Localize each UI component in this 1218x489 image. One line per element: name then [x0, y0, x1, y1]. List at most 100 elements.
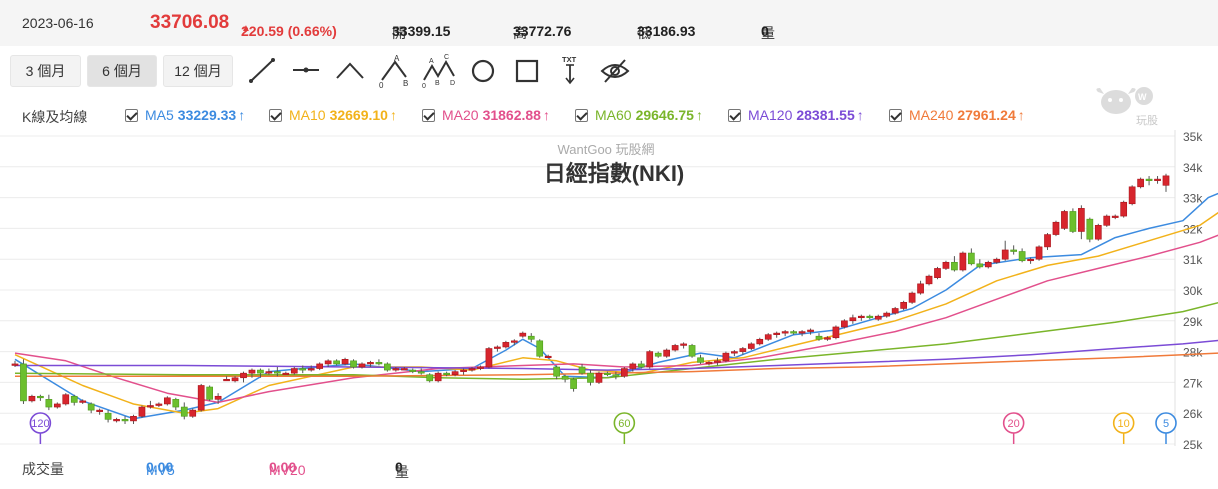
- candle: [857, 315, 865, 319]
- candle: [434, 372, 442, 382]
- candle: [621, 368, 628, 377]
- abcd-pattern-tool-icon[interactable]: A C 0 B D: [421, 52, 457, 90]
- candle: [485, 348, 493, 368]
- ma240-toggle[interactable]: MA240 27961.24 ↑: [889, 107, 1025, 123]
- candle: [155, 403, 163, 406]
- svg-text:C: C: [444, 54, 449, 61]
- candle: [739, 348, 747, 352]
- candle: [1145, 178, 1153, 181]
- candle: [891, 308, 899, 314]
- range-3-months-button[interactable]: 3 個月: [10, 55, 81, 87]
- candle: [307, 368, 315, 371]
- circle-tool-icon[interactable]: [465, 52, 501, 90]
- svg-text:B: B: [435, 80, 440, 87]
- candle: [62, 394, 70, 405]
- candle: [841, 320, 848, 328]
- ma-marker-label: 10: [1118, 418, 1130, 430]
- candle: [468, 368, 476, 371]
- ma10-toggle[interactable]: MA10 32669.10 ↑: [269, 107, 397, 123]
- y-tick-label: 28k: [1183, 346, 1203, 360]
- checkbox-checked-icon: [125, 108, 138, 122]
- candle: [832, 326, 840, 339]
- candle: [1094, 225, 1102, 240]
- candle: [384, 363, 391, 371]
- ma-marker: [1155, 412, 1177, 434]
- candle: [274, 371, 281, 374]
- candle: [1069, 211, 1077, 232]
- ma5-toggle[interactable]: MA5 33229.33 ↑: [125, 107, 245, 123]
- candle: [400, 368, 408, 371]
- candle: [883, 312, 891, 317]
- candle: [45, 399, 53, 408]
- y-tick-label: 34k: [1183, 161, 1203, 175]
- candle: [781, 331, 789, 334]
- svg-text:0: 0: [422, 83, 426, 90]
- candle: [197, 385, 205, 411]
- ma240-value: 27961.24: [957, 107, 1016, 123]
- candle: [290, 368, 298, 374]
- candle: [637, 363, 645, 368]
- candle: [604, 372, 611, 376]
- candle: [527, 335, 535, 340]
- ma20-line: [14, 234, 1218, 404]
- ma20-toggle[interactable]: MA20 31862.88 ↑: [422, 107, 550, 123]
- candle: [959, 252, 967, 271]
- candle: [1052, 221, 1060, 235]
- candlestick-chart: 25k26k27k28k29k30k31k32k33k34k35kWantGoo…: [0, 130, 1218, 452]
- candle: [866, 315, 874, 319]
- candle: [494, 346, 501, 349]
- wantgoo-logo: W 玩股網: [1088, 84, 1169, 134]
- svg-text:0: 0: [379, 81, 384, 90]
- range-6-months-button[interactable]: 6 個月: [87, 55, 157, 87]
- candle: [722, 352, 730, 362]
- ma60-value: 29646.75: [635, 107, 694, 123]
- candle: [900, 302, 907, 309]
- candle: [714, 360, 721, 363]
- ma20-name: MA20: [442, 107, 479, 123]
- candle: [231, 377, 239, 382]
- ma120-toggle[interactable]: MA120 28381.55 ↑: [728, 107, 864, 123]
- volume-indicator: 量 0: [395, 459, 409, 480]
- ma20-value: 31862.88: [482, 107, 541, 123]
- line-tool-icon[interactable]: [244, 52, 280, 90]
- candle: [663, 349, 671, 357]
- y-tick-label: 30k: [1183, 284, 1203, 298]
- candle: [1128, 186, 1136, 205]
- ma-marker-label: 20: [1008, 418, 1020, 430]
- y-tick-label: 27k: [1183, 376, 1203, 390]
- candle: [206, 386, 214, 400]
- candle: [214, 395, 222, 400]
- quote-date: 2023-06-16: [22, 15, 94, 31]
- candle: [815, 335, 823, 340]
- candle: [1027, 258, 1034, 262]
- candle: [519, 332, 527, 337]
- candle: [595, 372, 603, 383]
- candle: [510, 340, 518, 343]
- checkbox-checked-icon: [269, 108, 282, 122]
- candle: [553, 366, 560, 377]
- candle: [53, 403, 61, 408]
- text-tool-icon[interactable]: TXT: [553, 52, 589, 90]
- ma-marker: [1002, 412, 1025, 434]
- candle: [1078, 208, 1085, 232]
- hide-drawings-icon[interactable]: [597, 52, 633, 90]
- ma-marker-label: 60: [618, 418, 630, 430]
- candle: [392, 368, 400, 371]
- candle: [1162, 175, 1170, 186]
- candle: [824, 337, 831, 340]
- peak-line-tool-icon[interactable]: [332, 52, 368, 90]
- candle: [1001, 249, 1009, 260]
- range-12-months-button[interactable]: 12 個月: [163, 55, 233, 87]
- horizontal-line-tool-icon[interactable]: [288, 52, 324, 90]
- ma120-line: [15, 339, 1218, 371]
- candle: [358, 363, 366, 368]
- rectangle-tool-icon[interactable]: [509, 52, 545, 90]
- mv20-indicator: MV20 0.00: [269, 459, 306, 478]
- ma60-toggle[interactable]: MA60 29646.75 ↑: [575, 107, 703, 123]
- ma5-line: [14, 192, 1218, 420]
- volume-legend: 成交量 MV5 0.00 MV20 0.00 量 0: [0, 456, 1218, 480]
- abc-pattern-tool-icon[interactable]: A 0 B: [377, 52, 413, 90]
- candle: [299, 368, 307, 371]
- mv5-indicator: MV5 0.00: [146, 459, 175, 478]
- candle: [1018, 251, 1026, 262]
